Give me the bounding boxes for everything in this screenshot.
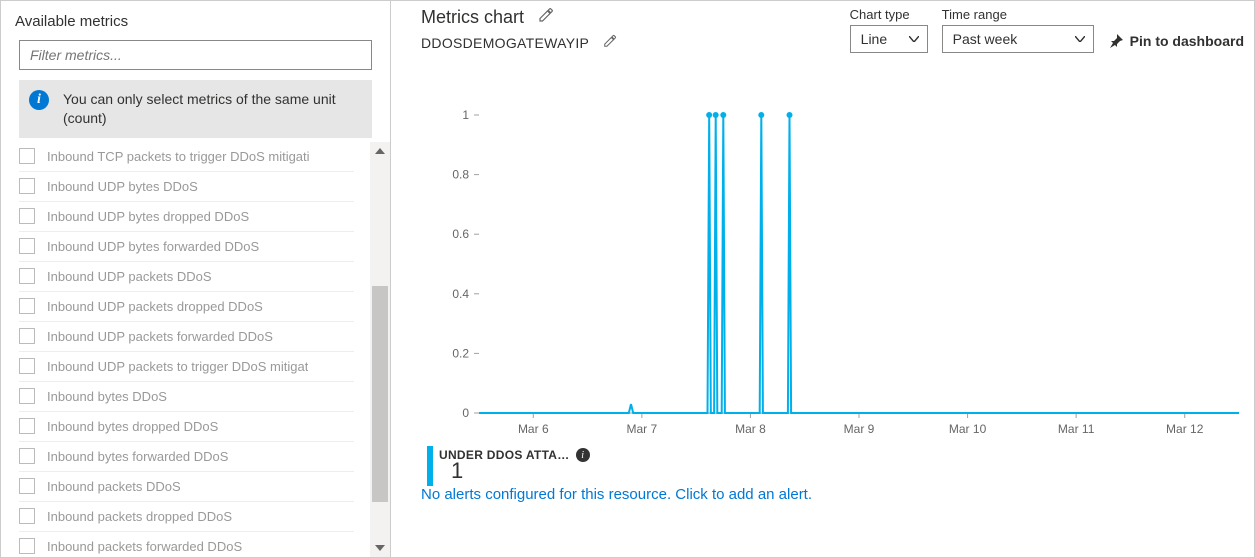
svg-text:0.8: 0.8 xyxy=(452,168,469,182)
metric-row: Inbound bytes forwarded DDoS xyxy=(19,442,354,472)
metric-row: Inbound UDP bytes dropped DDoS xyxy=(19,202,354,232)
available-metrics-panel: Available metrics i You can only select … xyxy=(1,1,391,557)
metric-label: Inbound UDP packets dropped DDoS xyxy=(47,299,263,314)
metric-label: Inbound packets dropped DDoS xyxy=(47,509,232,524)
metric-checkbox xyxy=(19,298,35,314)
info-text: You can only select metrics of the same … xyxy=(63,91,336,126)
chevron-down-icon xyxy=(1075,36,1085,42)
legend-info-icon[interactable]: i xyxy=(576,448,590,462)
info-icon: i xyxy=(29,90,49,110)
chart-type-select[interactable]: Line xyxy=(850,25,928,53)
chart-type-label: Chart type xyxy=(850,7,928,22)
svg-text:Mar 8: Mar 8 xyxy=(735,422,766,436)
resource-name: DDOSDEMOGATEWAYIP xyxy=(421,35,589,51)
svg-text:Mar 11: Mar 11 xyxy=(1058,422,1095,436)
metric-checkbox xyxy=(19,418,35,434)
metric-checkbox xyxy=(19,238,35,254)
metric-row: Inbound UDP packets to trigger DDoS miti… xyxy=(19,352,354,382)
svg-text:Mar 7: Mar 7 xyxy=(627,422,658,436)
metric-row: Inbound UDP bytes forwarded DDoS xyxy=(19,232,354,262)
scroll-thumb[interactable] xyxy=(372,286,388,502)
metrics-scrollbar[interactable] xyxy=(370,142,390,557)
scroll-up-icon[interactable] xyxy=(370,142,390,160)
metric-row: Inbound packets dropped DDoS xyxy=(19,502,354,532)
time-range-value: Past week xyxy=(953,31,1018,47)
metric-checkbox xyxy=(19,358,35,374)
metric-checkbox xyxy=(19,448,35,464)
unit-restriction-info: i You can only select metrics of the sam… xyxy=(19,80,372,138)
metric-label: Inbound UDP bytes DDoS xyxy=(47,179,198,194)
metric-checkbox xyxy=(19,328,35,344)
metric-row: Inbound bytes DDoS xyxy=(19,382,354,412)
filter-metrics-input[interactable] xyxy=(19,40,372,70)
metric-row: Inbound UDP packets forwarded DDoS xyxy=(19,322,354,352)
edit-resource-icon[interactable] xyxy=(603,34,617,51)
chart-title: Metrics chart xyxy=(421,7,524,28)
pin-to-dashboard-button[interactable]: Pin to dashboard xyxy=(1108,33,1244,53)
available-metrics-title: Available metrics xyxy=(1,7,390,40)
time-range-select[interactable]: Past week xyxy=(942,25,1094,53)
metric-checkbox xyxy=(19,148,35,164)
metric-label: Inbound TCP packets to trigger DDoS miti… xyxy=(47,149,310,164)
metric-checkbox xyxy=(19,388,35,404)
metric-label: Inbound UDP packets DDoS xyxy=(47,269,212,284)
scroll-down-icon[interactable] xyxy=(370,539,390,557)
svg-text:Mar 6: Mar 6 xyxy=(518,422,549,436)
svg-text:0.2: 0.2 xyxy=(452,346,469,360)
svg-text:1: 1 xyxy=(462,109,469,122)
metric-row: Inbound packets DDoS xyxy=(19,472,354,502)
metric-row: Inbound UDP packets DDoS xyxy=(19,262,354,292)
metric-row: Inbound packets forwarded DDoS xyxy=(19,532,354,557)
svg-text:Mar 12: Mar 12 xyxy=(1166,422,1204,436)
metric-checkbox xyxy=(19,508,35,524)
metrics-line-chart[interactable]: 0 0.2 0.4 0.6 0.8 1 Mar 6 Mar 7 Mar 8 Mar 9 Mar 10… xyxy=(421,109,1241,449)
metric-row: Inbound bytes dropped DDoS xyxy=(19,412,354,442)
metric-label: Inbound bytes dropped DDoS xyxy=(47,419,218,434)
chevron-down-icon xyxy=(909,36,919,42)
metric-checkbox xyxy=(19,178,35,194)
metric-checkbox xyxy=(19,208,35,224)
metric-checkbox xyxy=(19,268,35,284)
pin-label: Pin to dashboard xyxy=(1130,33,1244,49)
add-alert-link[interactable]: No alerts configured for this resource. … xyxy=(421,486,1244,503)
svg-text:0.4: 0.4 xyxy=(452,287,469,301)
metric-label: Inbound UDP packets forwarded DDoS xyxy=(47,329,273,344)
edit-title-icon[interactable] xyxy=(538,7,554,28)
metric-checkbox xyxy=(19,478,35,494)
chart-type-value: Line xyxy=(861,31,887,47)
metric-label: Inbound UDP packets to trigger DDoS miti… xyxy=(47,359,308,374)
metric-row: Inbound UDP packets dropped DDoS xyxy=(19,292,354,322)
metric-checkbox xyxy=(19,538,35,554)
metric-label: Inbound packets DDoS xyxy=(47,479,181,494)
time-range-label: Time range xyxy=(942,7,1094,22)
metric-label: Inbound packets forwarded DDoS xyxy=(47,539,242,554)
metrics-chart-panel: Metrics chart DDOSDEMOGATEWAYIP Chart ty… xyxy=(391,1,1254,557)
pin-icon xyxy=(1108,33,1124,49)
legend-color-bar xyxy=(427,446,433,486)
metric-label: Inbound bytes forwarded DDoS xyxy=(47,449,228,464)
svg-text:Mar 9: Mar 9 xyxy=(844,422,875,436)
svg-text:Mar 10: Mar 10 xyxy=(949,422,987,436)
metric-label: Inbound UDP bytes forwarded DDoS xyxy=(47,239,259,254)
svg-text:0.6: 0.6 xyxy=(452,227,469,241)
metric-label: Inbound UDP bytes dropped DDoS xyxy=(47,209,249,224)
metric-row: Inbound TCP packets to trigger DDoS miti… xyxy=(19,142,354,172)
svg-text:0: 0 xyxy=(462,406,469,420)
metric-label: Inbound bytes DDoS xyxy=(47,389,167,404)
metric-row: Inbound UDP bytes DDoS xyxy=(19,172,354,202)
